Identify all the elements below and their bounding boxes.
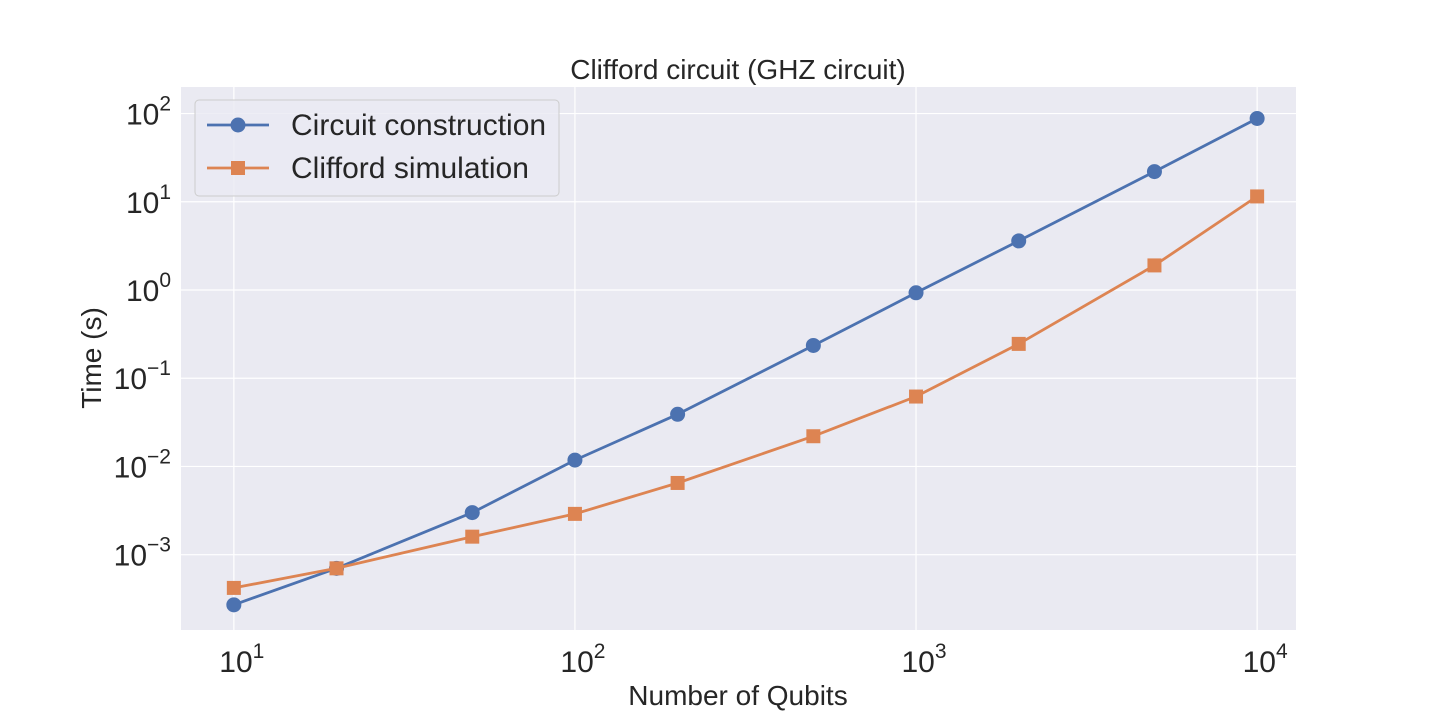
x-tick-label-3: 104 [1243, 640, 1288, 679]
x-tick-labels: 101 102 103 104 [219, 640, 1288, 679]
grid [181, 87, 1296, 630]
series-layer [226, 110, 1265, 613]
y-axis-label: Time (s) [76, 307, 107, 409]
x-tick-label-2: 103 [902, 640, 947, 679]
point-0-2 [464, 505, 480, 521]
point-1-1 [329, 561, 344, 576]
series-line-1 [233, 195, 1258, 590]
x-axis-label: Number of Qubits [628, 680, 847, 711]
series-line-0 [233, 117, 1258, 607]
point-1-8 [1147, 258, 1162, 273]
point-0-4 [670, 406, 686, 422]
point-0-5 [805, 337, 821, 353]
legend-label-0: Circuit construction [291, 109, 546, 142]
legend-item-1: Clifford simulation [207, 152, 529, 185]
legend-item-0: Circuit construction [207, 109, 546, 142]
y-tick-label-2: 10−1 [114, 357, 171, 396]
point-1-3 [567, 506, 582, 521]
point-1-4 [670, 475, 685, 490]
point-0-6 [908, 285, 924, 301]
series-0 [226, 110, 1265, 613]
legend-marker-0 [230, 117, 246, 133]
point-1-5 [806, 429, 821, 444]
point-1-9 [1250, 189, 1265, 204]
point-0-0 [226, 597, 242, 613]
x-tick-label-1: 102 [560, 640, 605, 679]
point-1-0 [226, 580, 241, 595]
point-0-9 [1249, 110, 1265, 126]
legend-box [194, 99, 560, 197]
point-0-7 [1011, 233, 1027, 249]
point-0-3 [567, 452, 583, 468]
series-1 [226, 189, 1265, 595]
chart-title: Clifford circuit (GHZ circuit) [570, 54, 906, 85]
legend: Circuit construction Clifford simulation [194, 99, 560, 197]
point-1-7 [1011, 336, 1026, 351]
y-tick-label-1: 10−2 [114, 445, 171, 484]
point-0-8 [1146, 164, 1162, 180]
point-1-6 [909, 389, 924, 404]
x-tick-label-0: 101 [219, 640, 264, 679]
y-tick-label-5: 102 [126, 93, 171, 132]
y-tick-label-3: 100 [126, 269, 171, 308]
y-tick-label-0: 10−3 [114, 534, 171, 573]
point-1-2 [465, 529, 480, 544]
y-tick-label-4: 101 [126, 181, 171, 220]
legend-label-1: Clifford simulation [291, 152, 529, 185]
legend-marker-1 [231, 161, 245, 175]
y-tick-labels: 10−3 10−2 10−1 100 101 102 [114, 93, 171, 573]
